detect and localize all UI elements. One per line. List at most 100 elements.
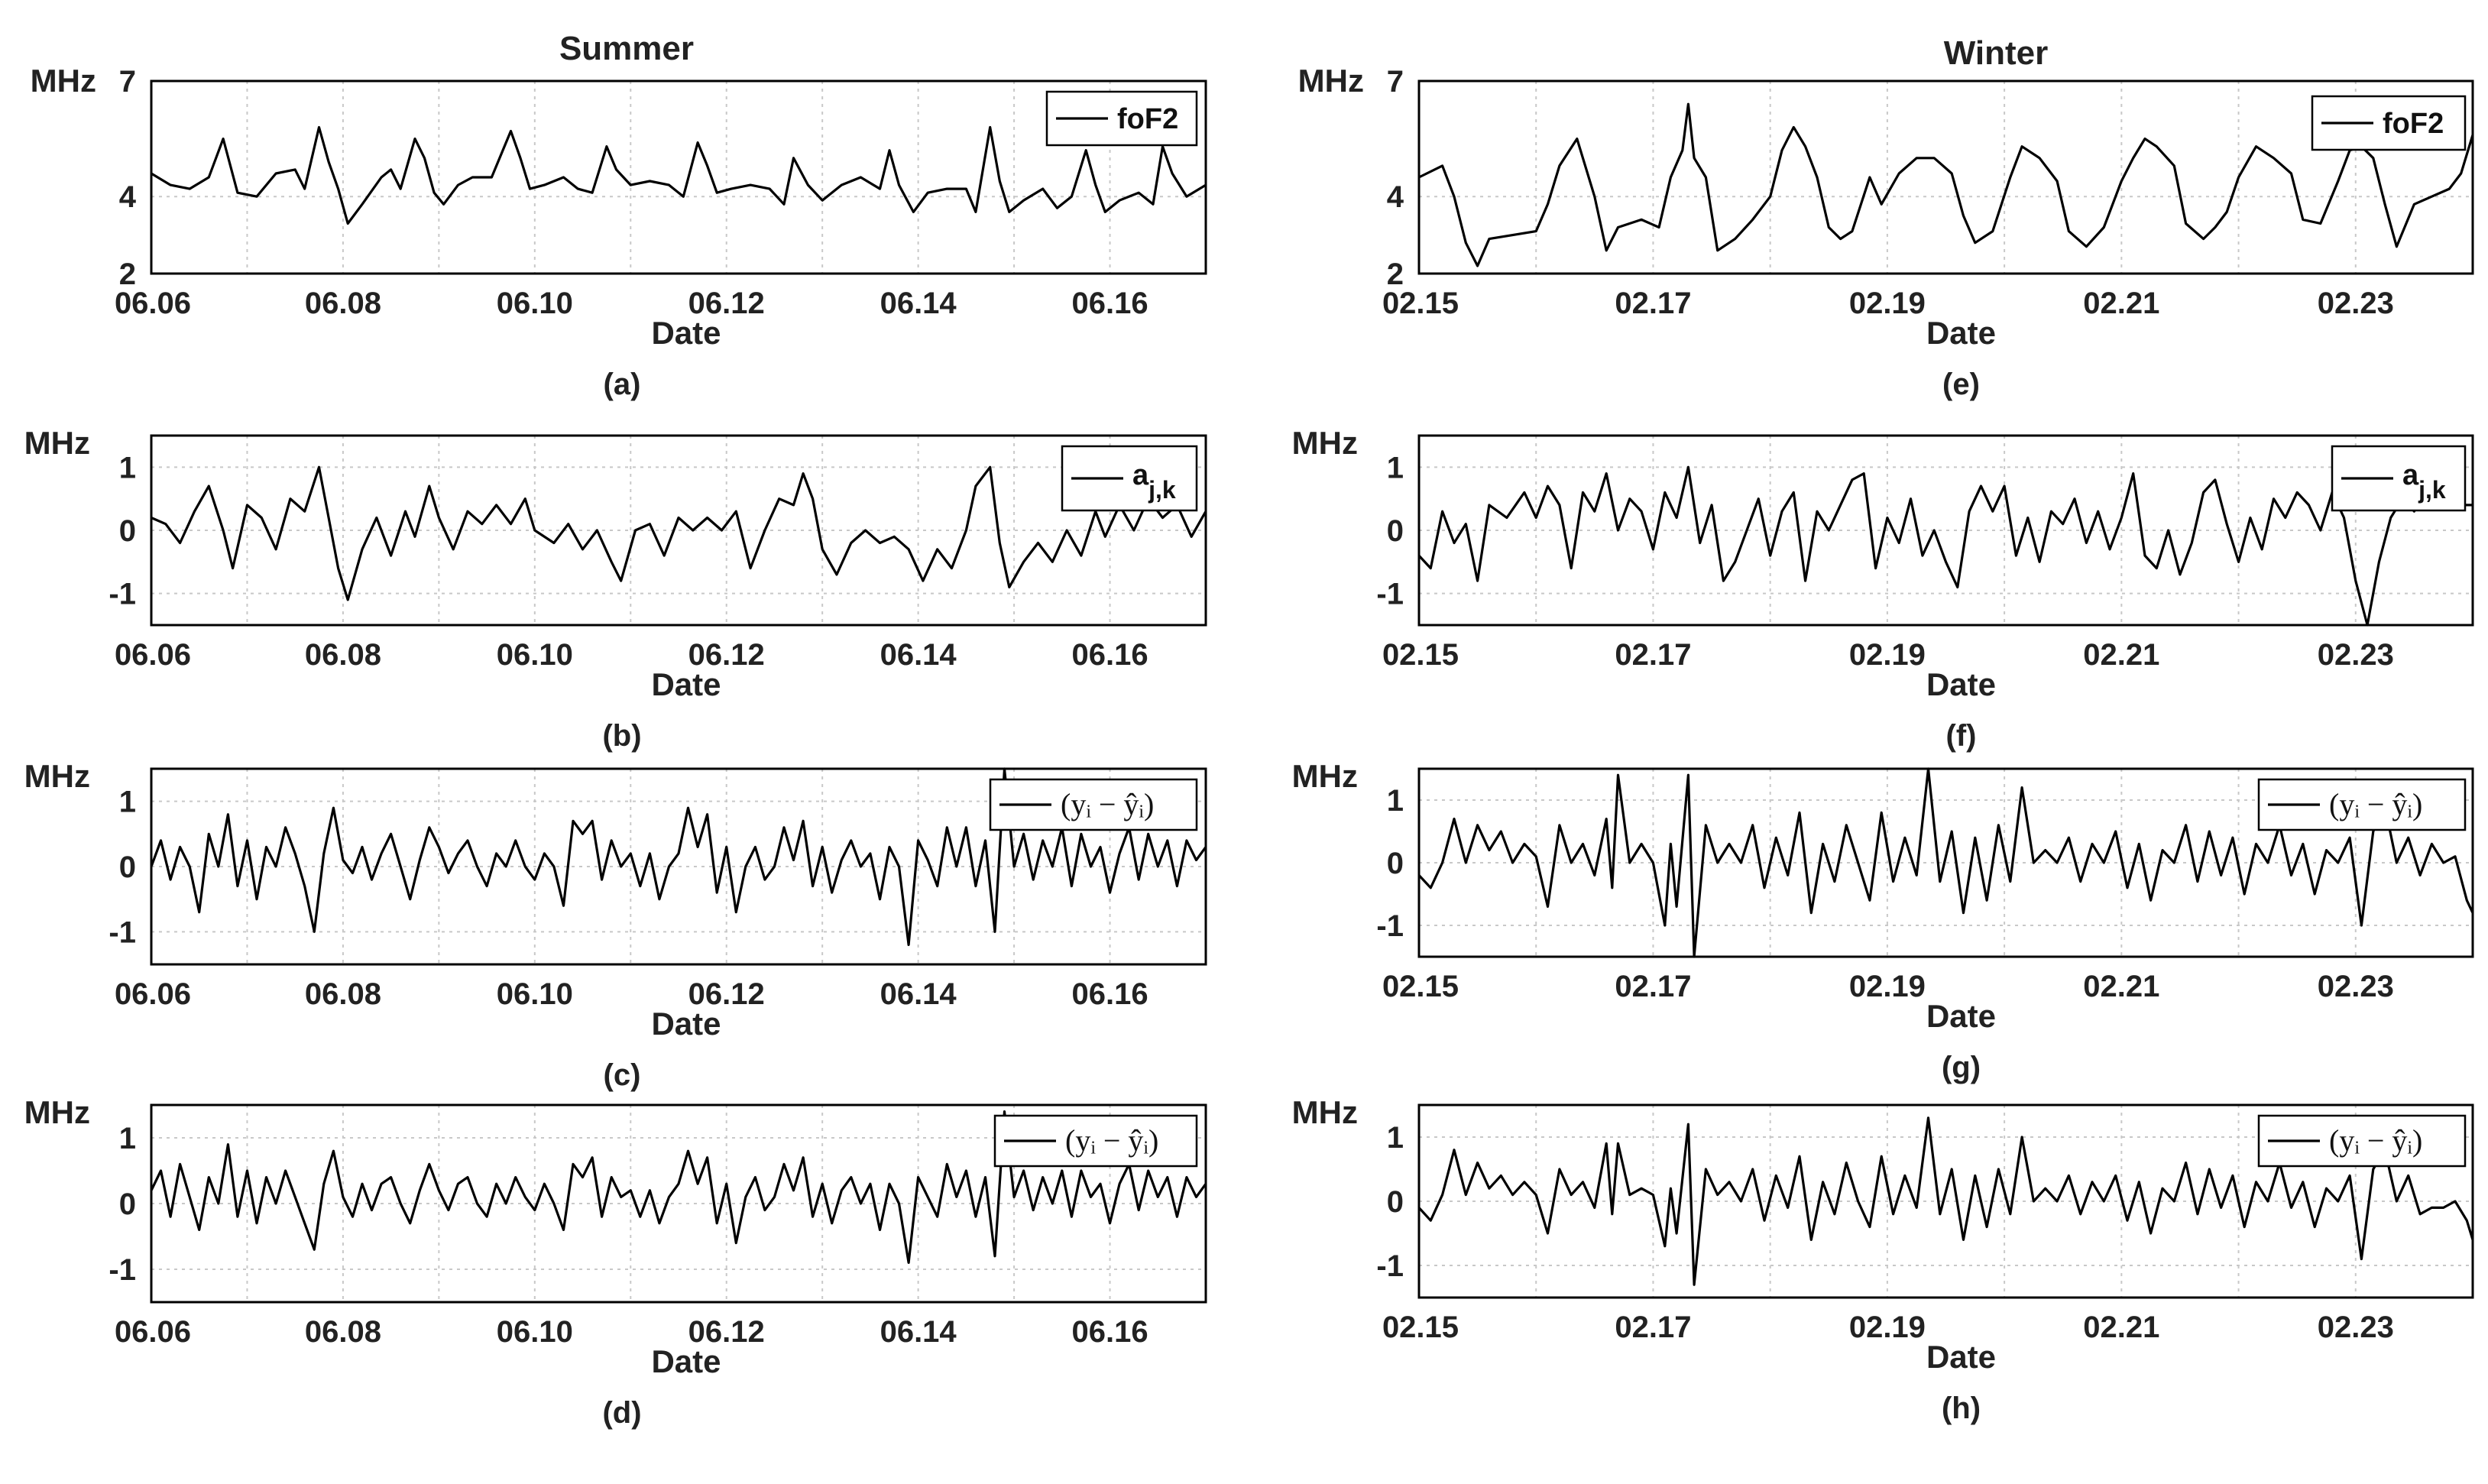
x-tick-label: 06.12 — [688, 1315, 765, 1349]
y-tick-label: -1 — [1376, 1249, 1404, 1283]
unit-label: MHz — [24, 758, 90, 794]
x-tick-label: 06.10 — [497, 977, 573, 1011]
x-tick-label: 06.08 — [305, 287, 381, 320]
panel-tag: (h) — [1942, 1392, 1981, 1425]
x-tick-label: 06.14 — [880, 287, 957, 320]
y-tick-label: 7 — [1387, 65, 1404, 99]
x-tick-label: 02.17 — [1615, 1311, 1691, 1344]
x-axis-label: Date — [651, 315, 721, 351]
x-axis-label: Date — [651, 1343, 721, 1379]
y-tick-label: -1 — [109, 578, 136, 611]
y-tick-label: 1 — [119, 1122, 136, 1155]
y-tick-label: 1 — [119, 786, 136, 819]
y-tick-label: 4 — [119, 180, 137, 214]
x-axis-label: Date — [1926, 1339, 1996, 1375]
panel-tag: (c) — [604, 1058, 641, 1092]
x-axis-label: Date — [1926, 315, 1996, 351]
legend-label: foF2 — [2383, 108, 2444, 140]
legend: (yᵢ − ŷᵢ) — [2257, 778, 2467, 831]
x-axis-label: Date — [651, 1006, 721, 1042]
panel-f: 1 0 -1 MHz 02.15 02.17 02.19 02.21 02.23 Date (f) a… — [1292, 425, 2474, 753]
legend: (yᵢ − ŷᵢ) — [993, 1114, 1198, 1168]
legend-label-subscript: j,k — [1148, 476, 1176, 504]
x-tick-label: 06.06 — [115, 1315, 191, 1349]
y-tick-label: 0 — [119, 1188, 136, 1221]
plot-frame — [150, 79, 1207, 275]
legend-label: (yᵢ − ŷᵢ) — [1061, 787, 1154, 821]
x-tick-label: 02.15 — [1382, 1311, 1459, 1344]
series-line-foF2 — [151, 125, 1207, 225]
y-tick-label: 0 — [1387, 514, 1404, 548]
panel-c: 1 0 -1 MHz 06.06 06.08 06.10 06.12 06.14 06.16 Dat… — [24, 758, 1207, 1092]
x-tick-label: 06.14 — [880, 638, 957, 672]
y-tick-label: 2 — [1387, 258, 1404, 291]
x-tick-label: 02.21 — [2083, 287, 2159, 320]
x-tick-label: 06.16 — [1071, 977, 1148, 1011]
y-tick-label: 1 — [1387, 451, 1404, 484]
panel-tag: (a) — [604, 368, 641, 401]
series-line-a-jk — [151, 465, 1207, 601]
y-tick-label: 0 — [1387, 847, 1404, 880]
x-tick-label: 06.16 — [1071, 1315, 1148, 1349]
legend-label: aj,k — [1132, 459, 1176, 504]
panel-tag: (e) — [1942, 368, 1980, 401]
panel-tag: (f) — [1946, 719, 1977, 753]
unit-label: MHz — [1298, 63, 1364, 99]
series-line-a-jk — [1417, 465, 2473, 627]
panel-tag: (g) — [1942, 1051, 1981, 1084]
x-tick-label: 06.06 — [115, 287, 191, 320]
x-tick-label: 02.17 — [1615, 287, 1691, 320]
x-tick-label: 06.08 — [305, 638, 381, 672]
panel-d: 1 0 -1 MHz 06.06 06.08 06.10 06.12 06.14 06.16 Dat… — [24, 1094, 1207, 1430]
series-line-foF2 — [1418, 102, 2474, 267]
x-tick-label: 02.19 — [1849, 287, 1926, 320]
x-tick-label: 06.06 — [115, 638, 191, 672]
legend-box — [2257, 1114, 2467, 1168]
x-axis-label: Date — [651, 666, 721, 702]
panel-e: 7 4 2 MHz 02.15 02.17 02.19 02.21 02.23 Date (e) fo… — [1298, 63, 2474, 401]
x-axis-label: Date — [1926, 998, 1996, 1034]
legend: (yᵢ − ŷᵢ) — [989, 778, 1198, 831]
legend-label: foF2 — [1117, 103, 1178, 135]
plot-frame — [1417, 1103, 2474, 1299]
x-tick-label: 06.16 — [1071, 287, 1148, 320]
summer-column-title: Summer — [559, 30, 694, 67]
unit-label: MHz — [24, 425, 90, 461]
x-tick-label: 06.08 — [305, 977, 381, 1011]
y-tick-label: 2 — [119, 258, 136, 291]
panel-tag: (b) — [602, 719, 641, 753]
y-tick-label: 4 — [1387, 180, 1404, 214]
x-tick-label: 02.19 — [1849, 970, 1926, 1003]
x-tick-label: 06.14 — [880, 1315, 957, 1349]
legend: (yᵢ − ŷᵢ) — [2257, 1114, 2467, 1168]
panel-g: 1 0 -1 MHz 02.15 02.17 02.19 02.21 02.23 Date (g) (… — [1292, 758, 2474, 1084]
unit-label: MHz — [1292, 1094, 1358, 1130]
y-tick-label: -1 — [109, 915, 136, 949]
plot-frame — [1417, 434, 2474, 627]
x-tick-label: 02.23 — [2318, 287, 2394, 320]
legend: aj,k — [2331, 445, 2467, 512]
plot-frame — [150, 767, 1207, 966]
legend-box — [1045, 90, 1198, 147]
x-tick-label: 06.10 — [497, 638, 573, 672]
x-tick-label: 02.19 — [1849, 638, 1926, 672]
plot-frame — [150, 434, 1207, 627]
x-tick-label: 02.23 — [2318, 1311, 2394, 1344]
panel-tag: (d) — [602, 1396, 641, 1430]
panel-a: 7 4 2 MHz 06.06 06.08 06.10 06.12 06.14 06.16 Date… — [31, 63, 1207, 401]
x-tick-label: 06.06 — [115, 977, 191, 1011]
y-tick-label: 0 — [1387, 1185, 1404, 1219]
unit-label: MHz — [1292, 425, 1358, 461]
legend-label: aj,k — [2402, 459, 2446, 504]
y-tick-label: 1 — [1387, 1121, 1404, 1155]
legend-label-subscript: j,k — [2418, 476, 2446, 504]
x-tick-label: 02.15 — [1382, 638, 1459, 672]
legend: foF2 — [1045, 90, 1198, 147]
x-tick-label: 06.12 — [688, 977, 765, 1011]
x-tick-label: 02.17 — [1615, 970, 1691, 1003]
x-tick-label: 02.23 — [2318, 638, 2394, 672]
unit-label: MHz — [31, 63, 96, 99]
series-line-residual — [150, 1110, 1207, 1264]
y-tick-label: 0 — [119, 514, 136, 548]
